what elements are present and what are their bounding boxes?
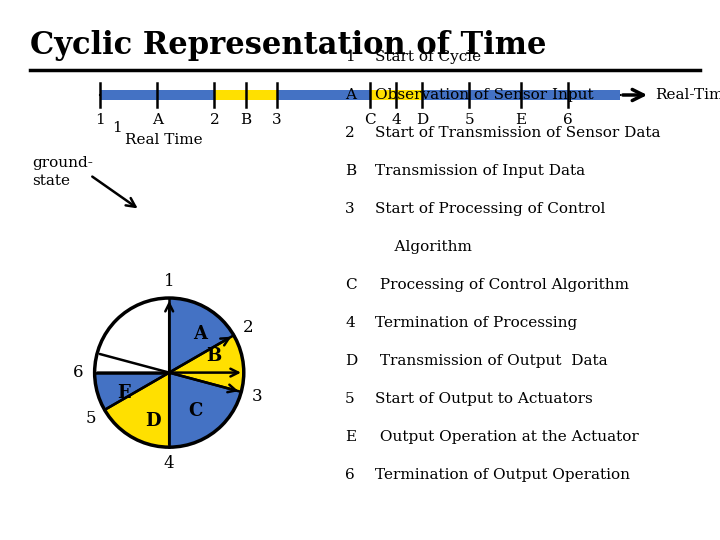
Text: A: A [194, 325, 207, 343]
Text: Real Time: Real Time [125, 133, 202, 147]
Text: Start of Cycle: Start of Cycle [375, 50, 481, 64]
Text: Start of Output to Actuators: Start of Output to Actuators [375, 392, 593, 406]
Bar [100, 90, 215, 100]
Text: 1: 1 [95, 113, 105, 127]
Wedge shape [169, 298, 234, 373]
Text: Termination of Processing: Termination of Processing [375, 316, 577, 330]
Text: Algorithm: Algorithm [375, 240, 472, 254]
Text: C: C [188, 402, 202, 420]
Text: Observation of Sensor Input: Observation of Sensor Input [375, 88, 593, 102]
Wedge shape [94, 373, 169, 410]
Text: 4: 4 [345, 316, 355, 330]
Text: 3: 3 [345, 202, 355, 216]
Wedge shape [104, 373, 169, 447]
Text: Start of Processing of Control: Start of Processing of Control [375, 202, 606, 216]
Text: Processing of Control Algorithm: Processing of Control Algorithm [375, 278, 629, 292]
Text: C: C [345, 278, 356, 292]
Bar [370, 90, 423, 100]
Text: D: D [345, 354, 357, 368]
Text: B: B [345, 164, 356, 178]
Text: 2: 2 [345, 126, 355, 140]
Text: Cyclic Representation of Time: Cyclic Representation of Time [30, 30, 546, 61]
Text: E: E [117, 384, 131, 402]
Text: E: E [516, 113, 527, 127]
Text: 5: 5 [345, 392, 355, 406]
Text: 6: 6 [345, 468, 355, 482]
Text: 2: 2 [210, 113, 220, 127]
Text: 4: 4 [164, 455, 174, 472]
Text: 5: 5 [85, 409, 96, 427]
Bar [423, 90, 620, 100]
Text: Transmission of Output  Data: Transmission of Output Data [375, 354, 608, 368]
Bar [215, 90, 276, 100]
Text: 2: 2 [243, 319, 253, 336]
Text: D: D [145, 412, 161, 430]
Text: state: state [32, 174, 70, 188]
Text: 1: 1 [112, 121, 122, 135]
Text: 1: 1 [164, 273, 174, 290]
Text: 6: 6 [73, 364, 84, 381]
Text: Termination of Output Operation: Termination of Output Operation [375, 468, 630, 482]
Text: D: D [416, 113, 428, 127]
Text: A: A [345, 88, 356, 102]
Text: Start of Transmission of Sensor Data: Start of Transmission of Sensor Data [375, 126, 660, 140]
Bar [276, 90, 370, 100]
Text: 6: 6 [563, 113, 573, 127]
Text: ground-: ground- [32, 156, 93, 170]
Text: 1: 1 [345, 50, 355, 64]
Text: Real-Time: Real-Time [655, 88, 720, 102]
Wedge shape [169, 373, 241, 447]
Text: 3: 3 [252, 388, 262, 404]
Wedge shape [169, 335, 244, 392]
Text: C: C [364, 113, 377, 127]
Text: 4: 4 [392, 113, 401, 127]
Text: Output Operation at the Actuator: Output Operation at the Actuator [375, 430, 639, 444]
Text: Transmission of Input Data: Transmission of Input Data [375, 164, 585, 178]
Text: B: B [207, 347, 222, 365]
Text: A: A [152, 113, 163, 127]
Text: 3: 3 [272, 113, 282, 127]
Text: B: B [240, 113, 251, 127]
Circle shape [94, 298, 244, 447]
Text: E: E [345, 430, 356, 444]
Text: 5: 5 [464, 113, 474, 127]
